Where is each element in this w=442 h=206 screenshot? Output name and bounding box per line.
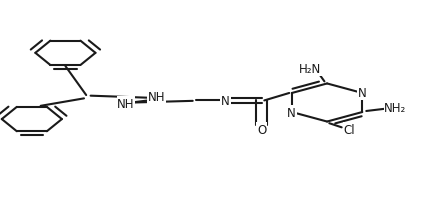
Text: H₂N: H₂N (299, 63, 321, 76)
Text: N: N (221, 95, 230, 107)
Text: Cl: Cl (343, 123, 355, 136)
Text: NH: NH (117, 98, 135, 110)
Text: N: N (287, 106, 296, 119)
Text: O: O (257, 124, 266, 137)
Text: NH: NH (148, 91, 166, 104)
Text: NH₂: NH₂ (385, 102, 407, 115)
Text: N: N (358, 87, 367, 100)
